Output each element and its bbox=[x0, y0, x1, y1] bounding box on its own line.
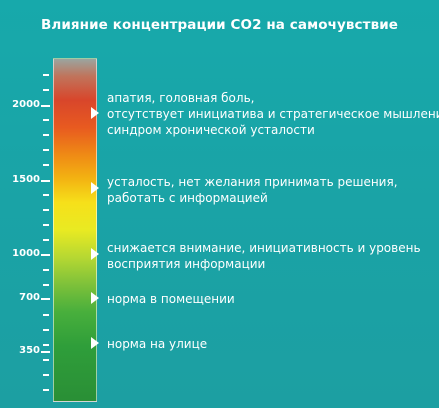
scale-tick bbox=[43, 149, 49, 151]
scale-tick-major bbox=[41, 351, 50, 353]
effect-description-2000: апатия, головная боль, отсутствует иници… bbox=[107, 90, 439, 138]
description-line: норма на улице bbox=[107, 337, 208, 351]
scale-tick bbox=[43, 239, 49, 241]
effect-description-1000: снижается внимание, инициативность и уро… bbox=[107, 240, 437, 272]
effect-description-700: норма в помещении bbox=[107, 291, 437, 307]
scale-tick bbox=[43, 119, 49, 121]
effect-description-350: норма на улице bbox=[107, 336, 437, 352]
scale-tick-major bbox=[41, 105, 50, 107]
description-line: отсутствует инициатива и стратегическое … bbox=[107, 107, 439, 121]
axis-label-700: 700 bbox=[19, 292, 40, 303]
scale-tick bbox=[43, 314, 49, 316]
scale-tick bbox=[43, 374, 49, 376]
scale-tick bbox=[43, 284, 49, 286]
scale-tick bbox=[43, 209, 49, 211]
axis-label-1000: 1000 bbox=[12, 248, 40, 259]
pointer-2000-icon bbox=[91, 107, 99, 119]
pointer-1000-icon bbox=[91, 248, 99, 260]
scale-tick bbox=[43, 89, 49, 91]
pointer-700-icon bbox=[91, 292, 99, 304]
effect-description-1500: усталость, нет желания принимать решения… bbox=[107, 174, 437, 206]
scale-tick bbox=[43, 344, 49, 346]
description-line: синдром хронической усталости bbox=[107, 123, 315, 137]
pointer-1500-icon bbox=[91, 182, 99, 194]
co2-gradient-scale bbox=[53, 58, 97, 402]
scale-tick-major bbox=[41, 254, 50, 256]
scale-tick bbox=[43, 74, 49, 76]
scale-tick bbox=[43, 269, 49, 271]
description-line: норма в помещении bbox=[107, 292, 235, 306]
scale-tick bbox=[43, 224, 49, 226]
axis-label-1500: 1500 bbox=[12, 174, 40, 185]
scale-tick-major bbox=[41, 298, 50, 300]
scale-tick-major bbox=[41, 180, 50, 182]
description-line: снижается внимание, инициативность и уро… bbox=[107, 241, 421, 255]
axis-label-350: 350 bbox=[19, 345, 40, 356]
page-title: Влияние концентрации CO2 на самочувствие bbox=[40, 17, 399, 33]
pointer-350-icon bbox=[91, 337, 99, 349]
scale-tick bbox=[43, 329, 49, 331]
scale-tick bbox=[43, 194, 49, 196]
scale-tick bbox=[43, 389, 49, 391]
description-line: восприятия информации bbox=[107, 257, 266, 271]
description-line: работать с информацией bbox=[107, 191, 268, 205]
description-line: апатия, головная боль, bbox=[107, 91, 255, 105]
axis-label-2000: 2000 bbox=[12, 99, 40, 110]
description-line: усталость, нет желания принимать решения… bbox=[107, 175, 398, 189]
scale-tick bbox=[43, 134, 49, 136]
scale-tick bbox=[43, 164, 49, 166]
scale-tick bbox=[43, 359, 49, 361]
